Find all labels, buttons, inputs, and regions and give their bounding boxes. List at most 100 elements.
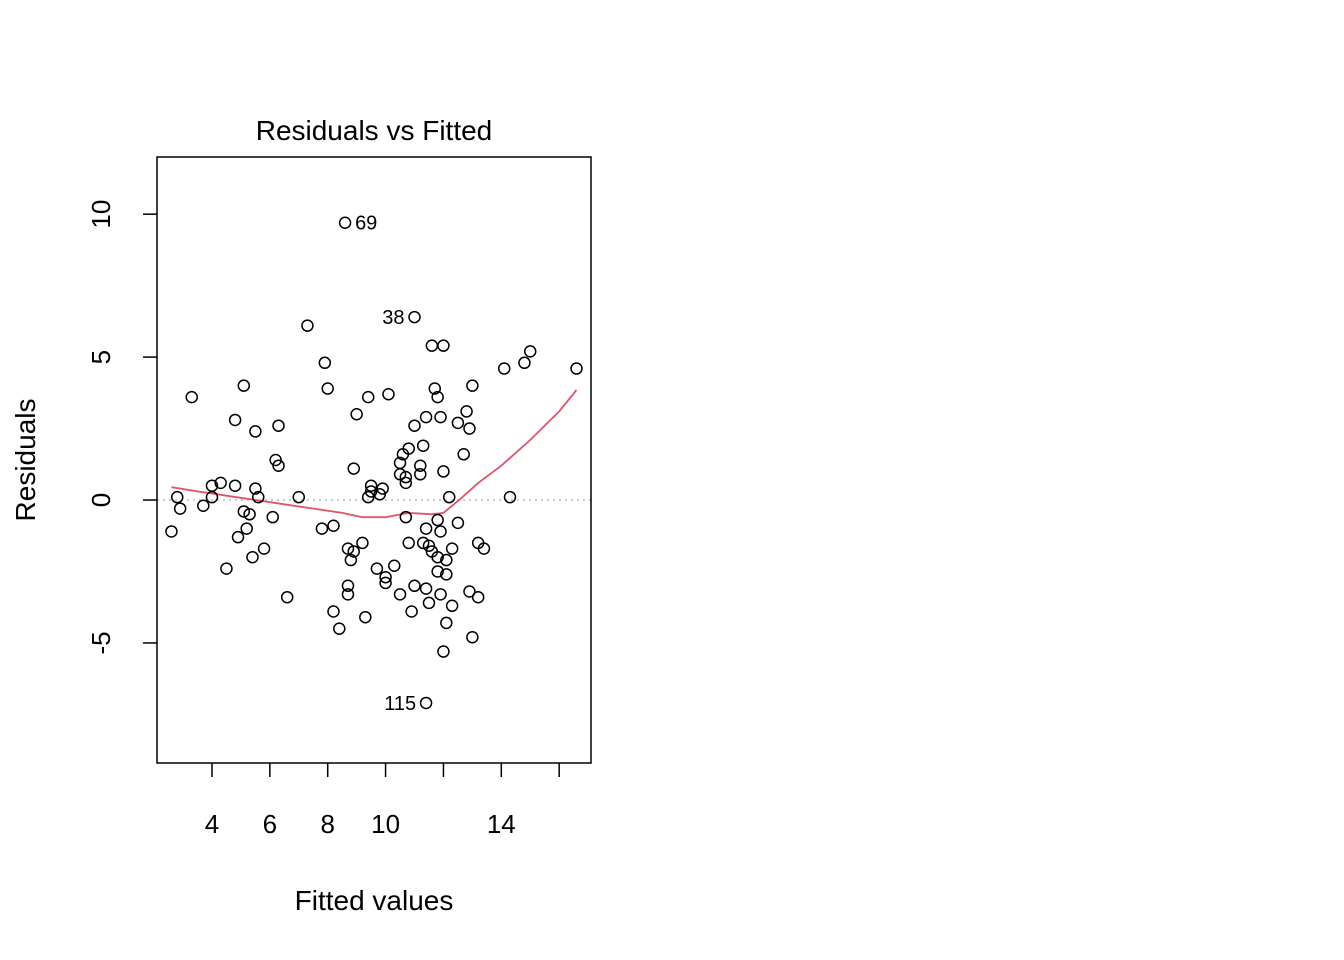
data-point <box>419 410 433 424</box>
data-point <box>440 568 453 581</box>
y-axis-label: Residuals <box>10 399 41 522</box>
data-point <box>249 425 262 438</box>
data-point <box>437 645 450 658</box>
data-point <box>237 379 251 392</box>
data-point <box>416 439 430 452</box>
y-tick-label: 5 <box>86 350 116 364</box>
data-point <box>570 362 583 375</box>
point-labels-layer: 69 38 115 <box>355 213 416 715</box>
data-point <box>388 559 401 573</box>
point-label: 115 <box>384 693 416 715</box>
data-point <box>370 562 384 575</box>
data-point <box>503 490 517 504</box>
points-layer <box>165 216 583 710</box>
data-point <box>249 482 262 495</box>
data-point <box>431 390 444 404</box>
data-point <box>445 542 459 555</box>
data-point <box>382 388 395 401</box>
data-point <box>237 505 251 518</box>
data-point <box>463 585 476 598</box>
data-point <box>165 525 178 538</box>
axes: 4 6 8 10 14 -5 0 5 10 <box>86 200 560 839</box>
data-point <box>292 490 306 504</box>
data-point <box>376 482 389 495</box>
smooth-line <box>171 389 578 519</box>
data-point <box>434 588 447 601</box>
data-point <box>434 410 447 424</box>
data-point <box>402 536 415 550</box>
data-point <box>428 382 442 395</box>
data-point <box>422 596 436 610</box>
data-point <box>171 490 184 504</box>
data-point <box>197 499 210 512</box>
data-point <box>440 616 453 630</box>
data-point <box>451 516 465 530</box>
data-point <box>399 476 413 490</box>
data-point <box>333 622 346 635</box>
data-point <box>356 536 369 550</box>
data-point <box>379 570 392 584</box>
data-point <box>347 462 360 475</box>
data-point <box>318 356 332 370</box>
data-point <box>350 408 363 421</box>
data-point <box>338 216 352 229</box>
data-point <box>327 605 340 618</box>
data-point <box>471 590 485 604</box>
data-point <box>220 562 233 575</box>
chart-title: Residuals vs Fitted <box>256 115 493 146</box>
data-point <box>466 379 479 392</box>
data-point <box>228 479 242 492</box>
data-point <box>327 519 340 532</box>
data-point <box>359 610 372 624</box>
data-point <box>301 319 314 332</box>
data-point <box>347 545 360 558</box>
data-point <box>431 550 444 564</box>
x-tick-label: 4 <box>205 809 219 839</box>
data-point <box>361 490 375 504</box>
data-point <box>434 525 447 538</box>
data-point <box>266 510 279 524</box>
data-point <box>451 416 465 430</box>
data-point <box>497 362 511 375</box>
data-point <box>214 476 227 490</box>
data-point <box>341 579 355 593</box>
data-point <box>408 419 421 432</box>
data-point <box>460 405 473 418</box>
data-point <box>440 553 453 567</box>
data-point <box>445 599 459 613</box>
data-point <box>185 390 198 404</box>
data-point <box>341 588 355 601</box>
data-point <box>431 513 444 527</box>
data-point <box>477 542 491 555</box>
data-point <box>246 550 259 564</box>
data-point <box>437 465 450 478</box>
data-point <box>399 510 413 524</box>
data-point <box>364 479 378 492</box>
data-point <box>257 542 271 555</box>
data-point <box>243 508 256 521</box>
data-point <box>431 565 444 578</box>
data-point <box>442 490 456 504</box>
data-point <box>344 553 358 567</box>
data-point <box>399 470 413 484</box>
x-tick-label: 10 <box>371 809 400 839</box>
data-point <box>269 453 282 467</box>
data-point <box>379 576 392 590</box>
x-axis-label: Fitted values <box>295 885 454 916</box>
data-point <box>457 448 470 461</box>
data-point <box>523 345 537 358</box>
data-point <box>341 542 355 555</box>
data-point <box>240 522 253 535</box>
data-point <box>419 522 433 535</box>
data-point <box>315 522 329 535</box>
data-point <box>361 390 375 404</box>
point-label: 69 <box>355 213 377 235</box>
data-point <box>405 605 418 618</box>
data-point <box>402 442 415 455</box>
y-tick-label: 10 <box>86 200 116 229</box>
y-tick-label: 0 <box>86 493 116 507</box>
data-point <box>419 582 433 595</box>
data-point <box>364 485 378 498</box>
y-tick-label: -5 <box>86 631 116 654</box>
